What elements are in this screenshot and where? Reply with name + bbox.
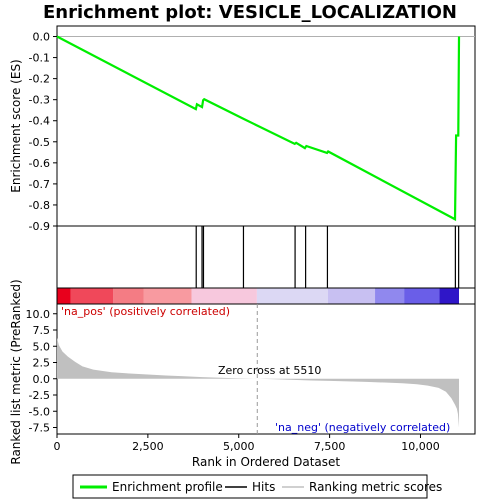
es-y-axis-label: Enrichment score (ES) <box>9 59 23 192</box>
colorbar-segment <box>404 288 440 304</box>
x-tick-label: 0 <box>54 440 61 453</box>
metric-y-tick-label: 5.0 <box>33 340 51 353</box>
colorbar-segment <box>375 288 405 304</box>
es-y-tick-label: -0.9 <box>29 220 50 233</box>
metric-y-tick-label: 10.0 <box>26 308 51 321</box>
es-y-tick-label: -0.2 <box>29 73 50 86</box>
es-y-tick-label: -0.7 <box>29 178 50 191</box>
legend-label-ranking-metric: Ranking metric scores <box>309 480 442 494</box>
hits-panel <box>56 225 476 289</box>
enrichment-profile-line <box>56 35 461 222</box>
metric-y-tick-label: -7.5 <box>29 422 50 435</box>
legend: Enrichment profile Hits Ranking metric s… <box>72 474 442 499</box>
colorbar-segment <box>113 288 144 304</box>
ranking-colorbar <box>56 287 476 305</box>
x-axis-label: Rank in Ordered Dataset <box>192 455 340 469</box>
chart-title: Enrichment plot: VESICLE_LOCALIZATION <box>43 2 457 23</box>
legend-frame <box>72 474 428 499</box>
hits-panel-frame <box>56 225 476 289</box>
colorbar-segment <box>57 288 71 304</box>
es-y-tick-label: -0.6 <box>29 157 50 170</box>
colorbar-segment <box>439 288 460 304</box>
ranked-metric-panel: 10.0 7.5 5.0 2.5 0.0 -2.5 -5.0 -7.5 0 2,500 5,000… <box>9 279 476 469</box>
negative-correlation-label: 'na_neg' (negatively correlated) <box>275 421 450 434</box>
es-y-tick-label: -0.1 <box>29 52 50 65</box>
es-y-tick-label: -0.4 <box>29 115 50 128</box>
x-tick-label: 10,000 <box>401 440 440 453</box>
legend-label-enrichment-profile: Enrichment profile <box>112 480 223 494</box>
metric-y-tick-label: 0.0 <box>33 373 51 386</box>
metric-y-tick-label: -5.0 <box>29 405 50 418</box>
es-y-tick-label: -0.8 <box>29 199 50 212</box>
es-y-tick-label: 0.0 <box>33 31 51 44</box>
colorbar-segment <box>143 288 192 304</box>
legend-label-hits: Hits <box>252 480 275 494</box>
x-tick-label: 7,500 <box>314 440 346 453</box>
es-y-tick-label: -0.3 <box>29 94 50 107</box>
ranked-metric-y-axis-label: Ranked list metric (PreRanked) <box>9 279 23 464</box>
es-panel: 0.0-0.1-0.2-0.3-0.4-0.5-0.6-0.7-0.8-0.9 … <box>9 25 476 233</box>
positive-correlation-label: 'na_pos' (positively correlated) <box>61 305 230 318</box>
metric-y-tick-label: 2.5 <box>33 357 51 370</box>
colorbar-segment <box>256 288 328 304</box>
colorbar-segment <box>70 288 114 304</box>
ranking-metric-area <box>57 337 460 428</box>
x-tick-label: 2,500 <box>132 440 164 453</box>
colorbar-segment <box>327 288 376 304</box>
metric-y-tick-label: 7.5 <box>33 324 51 337</box>
es-y-tick-label: -0.5 <box>29 136 50 149</box>
colorbar-segment <box>191 288 257 304</box>
zero-cross-label: Zero cross at 5510 <box>218 364 321 377</box>
metric-y-tick-label: -2.5 <box>29 389 50 402</box>
x-tick-label: 5,000 <box>223 440 255 453</box>
